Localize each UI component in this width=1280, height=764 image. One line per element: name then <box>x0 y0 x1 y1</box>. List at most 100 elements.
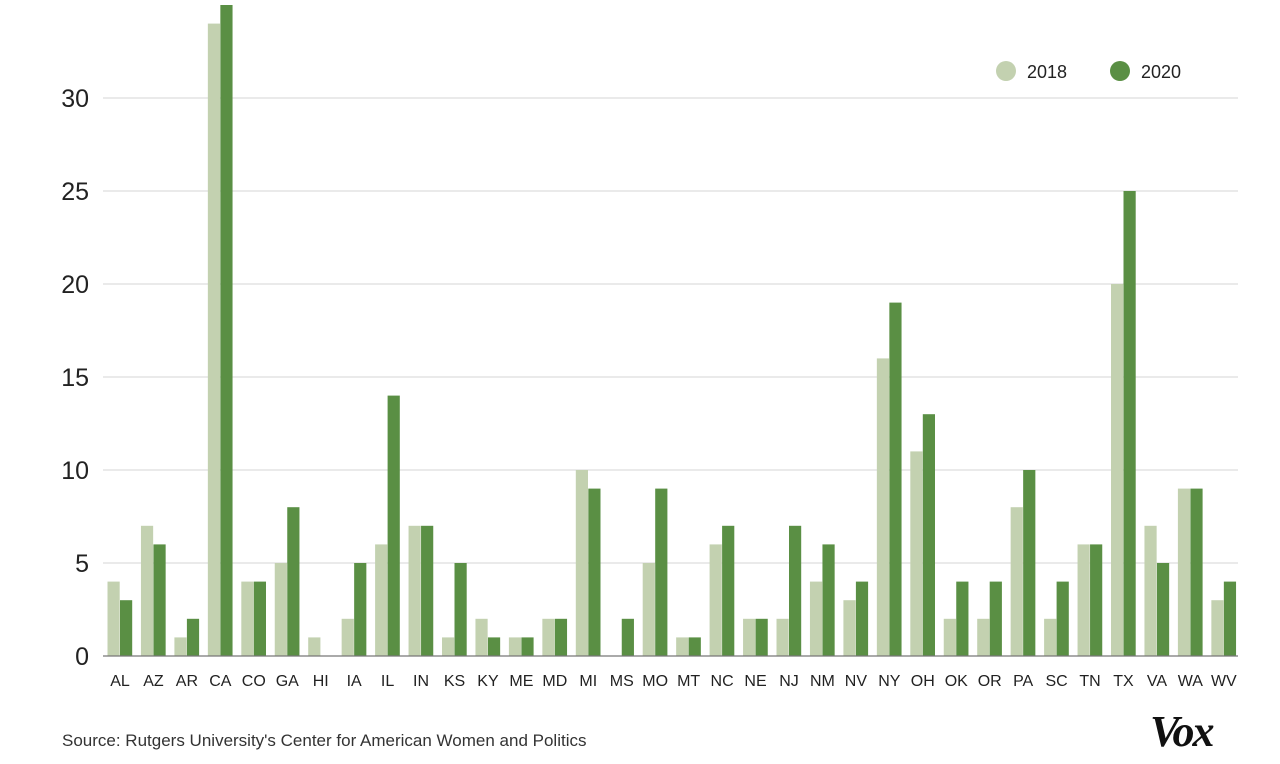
x-tick-label: OH <box>911 673 935 690</box>
source-note: Source: Rutgers University's Center for … <box>62 731 587 750</box>
bar-2018-NY <box>876 358 890 656</box>
bar-2020-KY <box>487 637 501 656</box>
x-tick-label: OK <box>945 673 968 690</box>
x-tick-label: MT <box>677 673 700 690</box>
bar-2020-IN <box>421 525 434 656</box>
bar-2018-PA <box>1010 507 1023 656</box>
bar-2020-MS <box>621 618 634 656</box>
x-tick-label: WA <box>1178 673 1204 690</box>
bar-2018-NM <box>809 581 823 656</box>
x-tick-label: NY <box>878 673 901 690</box>
bar-2018-AR <box>174 637 187 656</box>
bar-2018-GA <box>274 563 287 656</box>
bar-2018-TX <box>1111 284 1124 656</box>
bar-2020-OK <box>956 581 969 656</box>
bar-2018-CA <box>207 23 221 657</box>
x-tick-label: NV <box>845 673 868 690</box>
bar-2020-NY <box>889 302 902 656</box>
bar-2020-AL <box>120 600 133 656</box>
bar-2020-CO <box>253 581 266 656</box>
x-tick-label: AZ <box>143 673 164 690</box>
bar-2020-MI <box>588 488 601 656</box>
x-tick-label: TN <box>1079 673 1100 690</box>
bar-2020-NV <box>855 581 869 656</box>
x-tick-label: NE <box>744 673 766 690</box>
bar-2020-NM <box>822 544 835 656</box>
x-tick-label: IA <box>347 673 362 690</box>
legend-marker-2018 <box>996 61 1016 81</box>
bar-2018-OH <box>910 451 923 656</box>
bar-2018-HI <box>308 637 321 656</box>
x-tick-label: GA <box>276 673 299 690</box>
bar-2020-OR <box>989 581 1002 656</box>
bar-2018-NE <box>743 618 756 656</box>
bar-2018-WA <box>1177 488 1191 656</box>
bar-2018-TN <box>1077 544 1090 656</box>
bar-2020-ME <box>521 637 534 656</box>
x-tick-label: PA <box>1013 673 1033 690</box>
x-tick-label: VA <box>1147 673 1167 690</box>
bar-2020-CA <box>220 5 233 656</box>
y-tick-label: 0 <box>75 643 89 671</box>
bar-2020-MD <box>554 618 568 656</box>
bar-2018-MO <box>642 563 655 656</box>
bar-2020-OH <box>922 414 935 656</box>
x-tick-label: KS <box>444 673 465 690</box>
vox-logo: Vox <box>1150 707 1215 756</box>
x-tick-label: MO <box>642 673 668 690</box>
x-tick-label: AR <box>176 673 198 690</box>
x-tick-label: OR <box>978 673 1002 690</box>
x-tick-label: MI <box>579 673 597 690</box>
x-tick-label: CO <box>242 673 266 690</box>
x-tick-label: IL <box>381 673 394 690</box>
bar-2018-CO <box>241 581 254 656</box>
y-tick-label: 20 <box>61 271 89 299</box>
bar-2020-TN <box>1090 544 1103 656</box>
bar-2020-WA <box>1190 488 1203 656</box>
bar-2018-NV <box>843 600 856 656</box>
bar-2020-TX <box>1123 191 1136 656</box>
bar-2020-NC <box>722 525 735 656</box>
bar-2020-VA <box>1156 563 1170 656</box>
bar-2020-SC <box>1056 581 1069 656</box>
y-tick-label: 5 <box>75 550 89 578</box>
bar-2020-MO <box>655 488 668 656</box>
x-tick-label: WV <box>1211 673 1237 690</box>
bar-2018-AL <box>107 581 120 656</box>
x-tick-label: CA <box>209 673 232 690</box>
bar-2018-IL <box>375 544 388 656</box>
x-tick-label: HI <box>313 673 329 690</box>
x-tick-label: MD <box>542 673 567 690</box>
bar-2018-OR <box>977 618 990 656</box>
x-tick-label: TX <box>1113 673 1134 690</box>
legend-label-2018: 2018 <box>1027 62 1067 82</box>
bar-2020-PA <box>1023 470 1036 656</box>
x-tick-label: IN <box>413 673 429 690</box>
bar-2020-AZ <box>153 544 166 656</box>
x-tick-label: SC <box>1045 673 1067 690</box>
bar-2018-OK <box>943 618 956 656</box>
legend-label-2020: 2020 <box>1141 62 1181 82</box>
y-tick-label: 10 <box>61 457 89 485</box>
bar-2020-NJ <box>789 525 802 656</box>
bar-2020-GA <box>287 507 300 656</box>
bar-2018-KY <box>475 618 488 656</box>
bar-2018-KS <box>442 637 455 656</box>
x-tick-label: MS <box>610 673 634 690</box>
y-tick-label: 25 <box>61 178 89 206</box>
bar-2018-IN <box>408 525 421 656</box>
bar-2018-WV <box>1211 600 1224 656</box>
bar-2020-AR <box>186 618 200 656</box>
bar-2020-WV <box>1223 581 1237 656</box>
bar-2018-NC <box>709 544 722 656</box>
bar-2018-ME <box>508 637 522 656</box>
bar-2018-NJ <box>776 618 789 656</box>
bar-2018-VA <box>1144 525 1157 656</box>
bar-2020-MT <box>688 637 701 656</box>
bar-2020-IA <box>354 563 367 656</box>
x-tick-label: KY <box>477 673 499 690</box>
x-tick-label: NC <box>711 673 734 690</box>
bar-2018-IA <box>341 618 354 656</box>
bar-2018-MD <box>542 618 555 656</box>
